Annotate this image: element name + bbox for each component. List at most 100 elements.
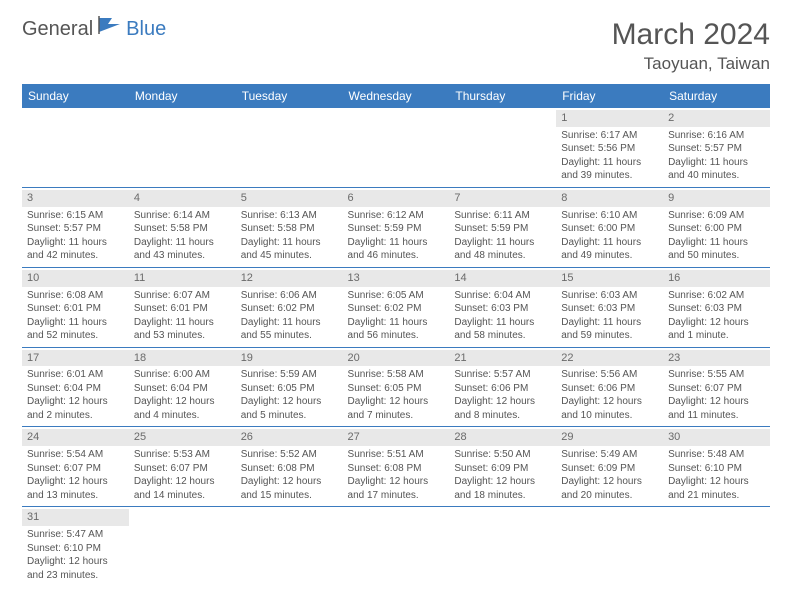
sunset-text: Sunset: 6:01 PM bbox=[134, 302, 231, 316]
sunset-text: Sunset: 6:07 PM bbox=[134, 462, 231, 476]
daylight-text: Daylight: 11 hours and 42 minutes. bbox=[27, 236, 124, 263]
calendar-cell: 15Sunrise: 6:03 AMSunset: 6:03 PMDayligh… bbox=[556, 267, 663, 347]
calendar-cell: 17Sunrise: 6:01 AMSunset: 6:04 PMDayligh… bbox=[22, 347, 129, 427]
sunset-text: Sunset: 6:10 PM bbox=[668, 462, 765, 476]
sunrise-text: Sunrise: 6:04 AM bbox=[454, 289, 551, 303]
sunset-text: Sunset: 6:09 PM bbox=[454, 462, 551, 476]
calendar-cell: 30Sunrise: 5:48 AMSunset: 6:10 PMDayligh… bbox=[663, 427, 770, 507]
daylight-text: Daylight: 11 hours and 50 minutes. bbox=[668, 236, 765, 263]
sunset-text: Sunset: 6:00 PM bbox=[561, 222, 658, 236]
sunset-text: Sunset: 6:05 PM bbox=[348, 382, 445, 396]
calendar-cell: 31Sunrise: 5:47 AMSunset: 6:10 PMDayligh… bbox=[22, 507, 129, 586]
calendar-cell: 23Sunrise: 5:55 AMSunset: 6:07 PMDayligh… bbox=[663, 347, 770, 427]
sunrise-text: Sunrise: 6:09 AM bbox=[668, 209, 765, 223]
sunset-text: Sunset: 5:57 PM bbox=[27, 222, 124, 236]
day-number: 28 bbox=[449, 429, 556, 446]
calendar-cell: 16Sunrise: 6:02 AMSunset: 6:03 PMDayligh… bbox=[663, 267, 770, 347]
sunrise-text: Sunrise: 5:54 AM bbox=[27, 448, 124, 462]
sunrise-text: Sunrise: 6:01 AM bbox=[27, 368, 124, 382]
sunrise-text: Sunrise: 5:48 AM bbox=[668, 448, 765, 462]
sunrise-text: Sunrise: 6:16 AM bbox=[668, 129, 765, 143]
sunset-text: Sunset: 6:06 PM bbox=[454, 382, 551, 396]
weekday-header: Monday bbox=[129, 84, 236, 108]
day-number: 29 bbox=[556, 429, 663, 446]
calendar-cell: 26Sunrise: 5:52 AMSunset: 6:08 PMDayligh… bbox=[236, 427, 343, 507]
sunset-text: Sunset: 6:10 PM bbox=[27, 542, 124, 556]
sunset-text: Sunset: 6:09 PM bbox=[561, 462, 658, 476]
calendar-cell bbox=[236, 507, 343, 586]
calendar-body: 1Sunrise: 6:17 AMSunset: 5:56 PMDaylight… bbox=[22, 108, 770, 586]
sunset-text: Sunset: 6:04 PM bbox=[134, 382, 231, 396]
daylight-text: Daylight: 12 hours and 4 minutes. bbox=[134, 395, 231, 422]
calendar-cell bbox=[556, 507, 663, 586]
day-number: 12 bbox=[236, 270, 343, 287]
calendar-cell: 8Sunrise: 6:10 AMSunset: 6:00 PMDaylight… bbox=[556, 187, 663, 267]
daylight-text: Daylight: 12 hours and 18 minutes. bbox=[454, 475, 551, 502]
daylight-text: Daylight: 12 hours and 5 minutes. bbox=[241, 395, 338, 422]
day-number: 23 bbox=[663, 350, 770, 367]
calendar-cell bbox=[343, 507, 450, 586]
flag-icon bbox=[98, 16, 124, 39]
weekday-header: Wednesday bbox=[343, 84, 450, 108]
calendar-cell: 28Sunrise: 5:50 AMSunset: 6:09 PMDayligh… bbox=[449, 427, 556, 507]
calendar-cell: 27Sunrise: 5:51 AMSunset: 6:08 PMDayligh… bbox=[343, 427, 450, 507]
sunset-text: Sunset: 6:06 PM bbox=[561, 382, 658, 396]
daylight-text: Daylight: 12 hours and 1 minute. bbox=[668, 316, 765, 343]
weekday-header-row: Sunday Monday Tuesday Wednesday Thursday… bbox=[22, 84, 770, 108]
calendar-cell: 4Sunrise: 6:14 AMSunset: 5:58 PMDaylight… bbox=[129, 187, 236, 267]
calendar-cell bbox=[449, 108, 556, 187]
sunset-text: Sunset: 6:03 PM bbox=[561, 302, 658, 316]
calendar-row: 17Sunrise: 6:01 AMSunset: 6:04 PMDayligh… bbox=[22, 347, 770, 427]
day-number: 8 bbox=[556, 190, 663, 207]
calendar-cell: 6Sunrise: 6:12 AMSunset: 5:59 PMDaylight… bbox=[343, 187, 450, 267]
sunrise-text: Sunrise: 6:06 AM bbox=[241, 289, 338, 303]
day-number: 7 bbox=[449, 190, 556, 207]
daylight-text: Daylight: 12 hours and 15 minutes. bbox=[241, 475, 338, 502]
calendar-table: Sunday Monday Tuesday Wednesday Thursday… bbox=[22, 84, 770, 586]
month-title: March 2024 bbox=[612, 18, 770, 52]
calendar-cell: 13Sunrise: 6:05 AMSunset: 6:02 PMDayligh… bbox=[343, 267, 450, 347]
weekday-header: Sunday bbox=[22, 84, 129, 108]
sunset-text: Sunset: 6:01 PM bbox=[27, 302, 124, 316]
sunset-text: Sunset: 6:02 PM bbox=[241, 302, 338, 316]
sunset-text: Sunset: 5:57 PM bbox=[668, 142, 765, 156]
day-number: 26 bbox=[236, 429, 343, 446]
calendar-cell: 3Sunrise: 6:15 AMSunset: 5:57 PMDaylight… bbox=[22, 187, 129, 267]
day-number: 13 bbox=[343, 270, 450, 287]
day-number: 4 bbox=[129, 190, 236, 207]
calendar-cell bbox=[343, 108, 450, 187]
calendar-row: 31Sunrise: 5:47 AMSunset: 6:10 PMDayligh… bbox=[22, 507, 770, 586]
day-number: 25 bbox=[129, 429, 236, 446]
sunrise-text: Sunrise: 6:03 AM bbox=[561, 289, 658, 303]
day-number: 24 bbox=[22, 429, 129, 446]
daylight-text: Daylight: 11 hours and 56 minutes. bbox=[348, 316, 445, 343]
day-number: 17 bbox=[22, 350, 129, 367]
daylight-text: Daylight: 12 hours and 7 minutes. bbox=[348, 395, 445, 422]
weekday-header: Thursday bbox=[449, 84, 556, 108]
sunrise-text: Sunrise: 6:12 AM bbox=[348, 209, 445, 223]
day-number: 21 bbox=[449, 350, 556, 367]
daylight-text: Daylight: 11 hours and 43 minutes. bbox=[134, 236, 231, 263]
daylight-text: Daylight: 11 hours and 53 minutes. bbox=[134, 316, 231, 343]
day-number: 30 bbox=[663, 429, 770, 446]
sunset-text: Sunset: 6:02 PM bbox=[348, 302, 445, 316]
calendar-cell: 22Sunrise: 5:56 AMSunset: 6:06 PMDayligh… bbox=[556, 347, 663, 427]
daylight-text: Daylight: 11 hours and 52 minutes. bbox=[27, 316, 124, 343]
calendar-cell: 18Sunrise: 6:00 AMSunset: 6:04 PMDayligh… bbox=[129, 347, 236, 427]
sunset-text: Sunset: 5:58 PM bbox=[134, 222, 231, 236]
daylight-text: Daylight: 12 hours and 17 minutes. bbox=[348, 475, 445, 502]
day-number: 2 bbox=[663, 110, 770, 127]
logo-text-general: General bbox=[22, 18, 93, 41]
calendar-cell: 24Sunrise: 5:54 AMSunset: 6:07 PMDayligh… bbox=[22, 427, 129, 507]
day-number: 14 bbox=[449, 270, 556, 287]
sunrise-text: Sunrise: 6:17 AM bbox=[561, 129, 658, 143]
calendar-cell bbox=[22, 108, 129, 187]
header: General Blue March 2024 Taoyuan, Taiwan bbox=[22, 18, 770, 74]
location: Taoyuan, Taiwan bbox=[612, 54, 770, 74]
sunrise-text: Sunrise: 6:11 AM bbox=[454, 209, 551, 223]
sunrise-text: Sunrise: 5:47 AM bbox=[27, 528, 124, 542]
calendar-cell: 20Sunrise: 5:58 AMSunset: 6:05 PMDayligh… bbox=[343, 347, 450, 427]
daylight-text: Daylight: 11 hours and 49 minutes. bbox=[561, 236, 658, 263]
calendar-cell bbox=[236, 108, 343, 187]
day-number: 31 bbox=[22, 509, 129, 526]
